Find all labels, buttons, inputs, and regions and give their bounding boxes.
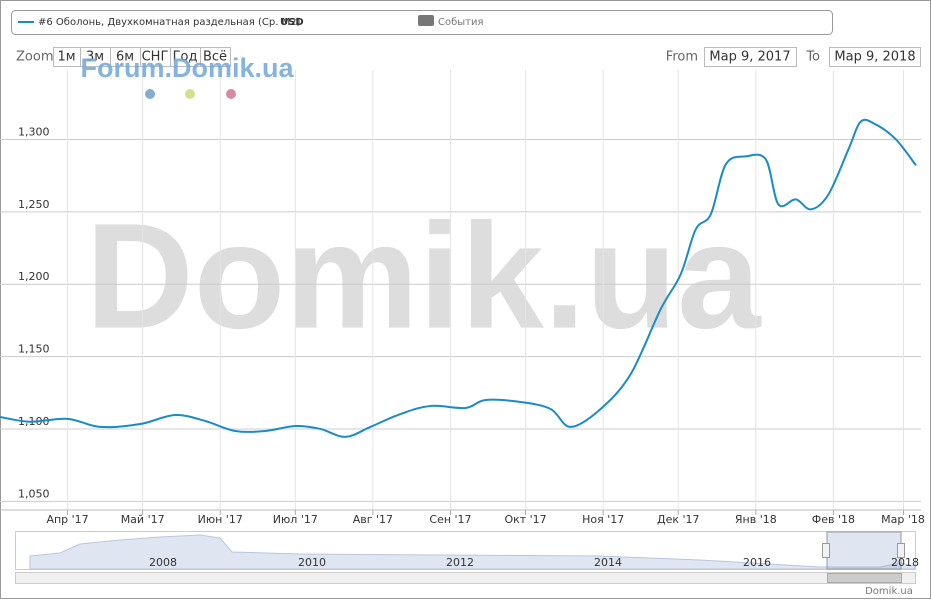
y-tick-label: 1,250 [18,198,50,211]
legend-entry[interactable]: #6 Оболонь, Двухкомнатная раздельная (Ср… [38,17,301,28]
y-tick-label: 1,150 [18,343,50,356]
from-value: Map 9, 2017 [709,50,790,65]
x-tick-label: Авг '17 [353,513,393,526]
scrollbar-thumb[interactable] [827,573,902,583]
x-tick-label: Дек '17 [657,513,700,526]
from-input[interactable] [704,47,797,67]
navigator-handle[interactable] [897,543,905,558]
y-tick-label: 1,200 [18,270,50,283]
credit[interactable]: Domik.ua [865,586,913,597]
watermark-big: Domik.ua [85,192,762,360]
zoom-label: Zoom [16,50,53,65]
zoom-button-label: СНГ [142,50,169,65]
series-line [0,118,917,438]
y-tick-label: 1,050 [18,487,50,500]
watermark-small: Forum.Domik.ua [80,53,294,83]
navigator-year: 2008 [149,556,177,569]
watermark-dot [145,89,155,99]
navigator-window[interactable] [826,531,902,570]
navigator-year: 2016 [743,556,771,569]
zoom-button-label: 6м [116,50,134,65]
legend-unit: USD [280,17,304,28]
navigator-year: 2018 [891,556,919,569]
zoom-button-label: Год [173,50,198,65]
watermark-dot [185,89,195,99]
scrollbar[interactable] [15,572,916,584]
y-tick-label: 1,300 [18,125,50,138]
watermark-dot [226,89,236,99]
x-tick-label: Сен '17 [429,513,471,526]
to-value: Map 9, 2018 [834,50,915,65]
x-tick-label: Мар '18 [881,513,925,526]
x-tick-label: Фев '18 [812,513,855,526]
x-tick-label: Июл '17 [273,513,318,526]
to-label: To [805,50,820,65]
navigator-year: 2010 [298,556,326,569]
navigator-series [29,534,916,570]
events-swatch [418,15,434,26]
navigator-handle[interactable] [822,543,830,558]
x-tick-label: Янв '18 [735,513,777,526]
x-tick-label: Ноя '17 [582,513,624,526]
zoom-button-label: Всё [203,50,227,65]
zoom-button-label: 1м [57,50,75,65]
x-tick-label: Июн '17 [198,513,243,526]
to-input[interactable] [829,47,921,67]
x-tick-label: Май '17 [121,513,165,526]
events-legend[interactable]: События [438,17,484,28]
navigator-year: 2012 [446,556,474,569]
zoom-button[interactable] [200,47,231,67]
zoom-button-label: 3м [86,50,104,65]
from-label: From [666,50,698,65]
x-tick-label: Окт '17 [504,513,546,526]
x-tick-label: Апр '17 [46,513,88,526]
navigator-year: 2014 [594,556,622,569]
